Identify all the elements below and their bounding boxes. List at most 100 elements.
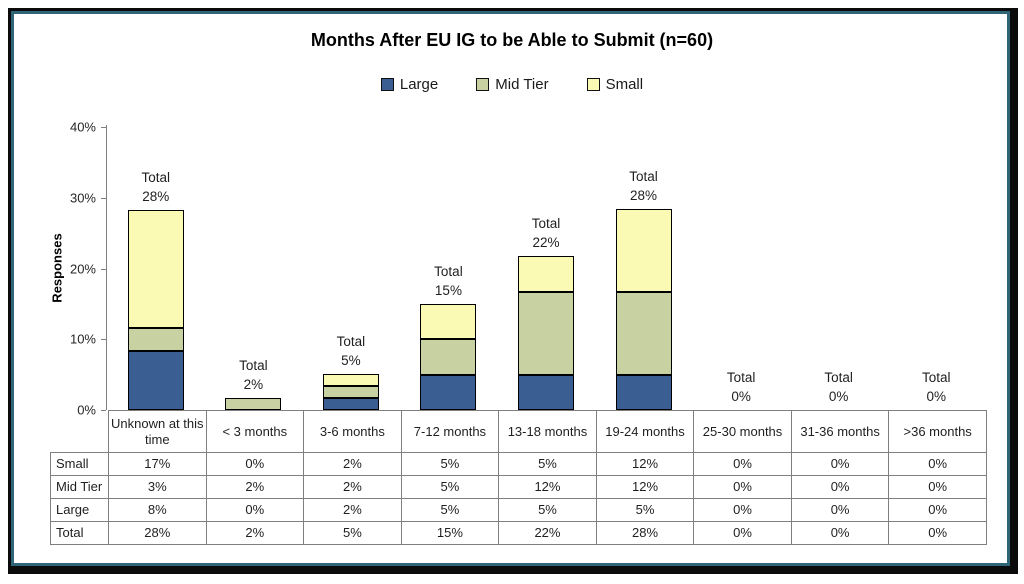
- row-header-cell: Large: [50, 498, 109, 522]
- table-value-cell: 28%: [595, 521, 695, 545]
- table-value-cell: 5%: [400, 452, 500, 476]
- table-value-cell: 0%: [888, 521, 987, 545]
- bar-segment-mid-tier: [420, 339, 477, 375]
- table-value-cell: 2%: [303, 475, 402, 499]
- bar-segment-small: [518, 256, 574, 292]
- legend-item-mid-tier: Mid Tier: [476, 76, 549, 93]
- table-value-cell: 0%: [888, 452, 987, 476]
- table-header-row: Unknown at this time < 3 months 3-6 months…: [51, 410, 987, 453]
- category-header-cell: 3-6 months: [303, 410, 402, 453]
- table-value-cell: 2%: [205, 475, 305, 499]
- bar-segment-mid-tier: [127, 327, 184, 352]
- legend-label: Small: [605, 76, 644, 93]
- bar-segment-mid-tier: [225, 397, 282, 410]
- total-label: Total 22%: [531, 216, 561, 251]
- table-value-cell: 0%: [693, 521, 792, 545]
- category-header-cell: 7-12 months: [400, 410, 500, 453]
- table-value-cell: 0%: [888, 498, 987, 522]
- y-tick-mark: [101, 339, 106, 341]
- bar-segment-large: [518, 374, 574, 410]
- total-label: Total 0%: [921, 370, 951, 404]
- legend-label: Large: [399, 76, 439, 93]
- category-header-cell: >36 months: [888, 410, 987, 453]
- legend-swatch-icon: [380, 78, 394, 91]
- bar-segment-large: [322, 397, 379, 410]
- legend-swatch-icon: [586, 78, 600, 91]
- row-header-cell: Small: [50, 452, 109, 476]
- table-value-cell: 5%: [400, 498, 500, 522]
- table-corner-blank: [51, 411, 109, 453]
- table-value-cell: 12%: [595, 475, 695, 499]
- category-header-cell: Unknown at this time: [108, 410, 207, 453]
- bar-segment-mid-tier: [615, 291, 672, 375]
- table-value-cell: 12%: [498, 475, 597, 499]
- bar-segment-large: [420, 374, 477, 410]
- table-value-cell: 8%: [108, 498, 207, 522]
- category-header-cell: 25-30 months: [693, 410, 792, 453]
- y-tick-mark: [101, 127, 106, 128]
- row-header-cell: Total: [50, 521, 109, 545]
- y-tick-label: 40%: [69, 119, 96, 135]
- total-label: Total 5%: [336, 333, 366, 368]
- category-header-cell: 13-18 months: [498, 410, 597, 453]
- category-header-cell: < 3 months: [205, 410, 305, 453]
- table-value-cell: 5%: [498, 452, 597, 476]
- table-value-cell: 0%: [693, 498, 792, 522]
- bar-segment-mid-tier: [518, 291, 574, 375]
- category-header-cell: 31-36 months: [790, 410, 890, 453]
- data-table: Unknown at this time < 3 months 3-6 months…: [50, 410, 987, 545]
- table-value-cell: 2%: [303, 498, 402, 522]
- total-label: Total 15%: [434, 263, 463, 298]
- table-value-cell: 15%: [400, 521, 500, 545]
- table-value-cell: 28%: [108, 521, 207, 545]
- legend-item-small: Small: [586, 76, 644, 93]
- bar-segment-large: [127, 351, 184, 410]
- table-row: Mid Tier 3% 2% 2% 5% 12% 12% 0% 0% 0%: [50, 475, 987, 499]
- table-value-cell: 0%: [790, 521, 890, 545]
- y-tick-label: 30%: [69, 190, 96, 206]
- y-tick-mark: [101, 410, 106, 411]
- table-value-cell: 5%: [595, 498, 695, 522]
- bar-segment-mid-tier: [322, 385, 379, 398]
- bar-segment-small: [322, 373, 379, 386]
- bar-segment-small: [127, 209, 184, 328]
- total-label: Total 28%: [629, 169, 658, 204]
- total-label: Total 0%: [726, 370, 756, 404]
- table-value-cell: 2%: [303, 452, 402, 476]
- category-header-cell: 19-24 months: [595, 410, 695, 453]
- table-value-cell: 12%: [595, 452, 695, 476]
- total-label: Total 28%: [141, 169, 171, 204]
- y-axis: [106, 125, 107, 410]
- table-value-cell: 5%: [303, 521, 402, 545]
- legend-label: Mid Tier: [495, 76, 549, 93]
- table-value-cell: 0%: [693, 452, 792, 476]
- table-value-cell: 0%: [693, 475, 792, 499]
- table-value-cell: 0%: [790, 475, 890, 499]
- table-row: Large 8% 0% 2% 5% 5% 5% 0% 0% 0%: [50, 498, 987, 522]
- legend-swatch-icon: [476, 78, 490, 91]
- table-value-cell: 0%: [205, 498, 305, 522]
- legend-item-large: Large: [380, 76, 439, 93]
- table-value-cell: 17%: [108, 452, 207, 476]
- legend: Large Mid Tier Small: [0, 76, 1024, 93]
- chart-title: Months After EU IG to be Able to Submit …: [310, 30, 714, 50]
- table-value-cell: 0%: [888, 475, 987, 499]
- table-value-cell: 5%: [400, 475, 500, 499]
- table-value-cell: 5%: [498, 498, 597, 522]
- table-value-cell: 3%: [108, 475, 207, 499]
- y-tick-label: 10%: [69, 331, 96, 347]
- y-tick-label: 20%: [69, 261, 96, 276]
- bar-segment-large: [615, 374, 672, 410]
- y-tick-mark: [101, 197, 106, 199]
- table-value-cell: 0%: [790, 498, 890, 522]
- table-value-cell: 2%: [205, 521, 305, 545]
- total-label: Total 2%: [239, 357, 268, 392]
- y-tick-label: 0%: [77, 402, 96, 418]
- total-label: Total 0%: [824, 370, 853, 404]
- table-value-cell: 22%: [498, 521, 597, 545]
- table-value-cell: 0%: [205, 452, 305, 476]
- table-row: Total 28% 2% 5% 15% 22% 28% 0% 0% 0%: [50, 521, 987, 545]
- table-row: Small 17% 0% 2% 5% 5% 12% 0% 0% 0%: [50, 452, 987, 476]
- row-header-cell: Mid Tier: [50, 475, 109, 499]
